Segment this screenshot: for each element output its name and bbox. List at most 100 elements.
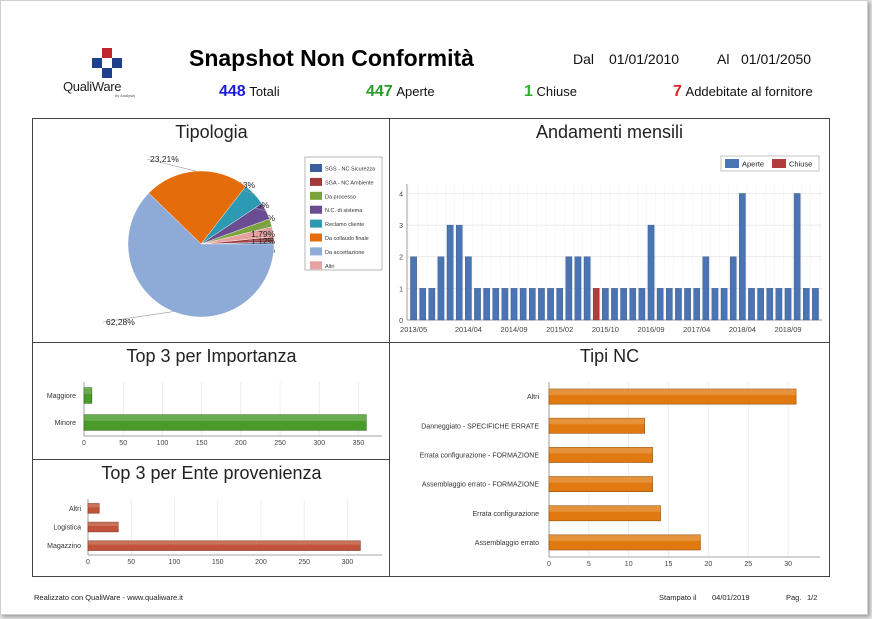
pie-legend-swatch <box>310 164 322 172</box>
pie-legend-label: SGA - NC Ambiente <box>325 180 374 186</box>
x-tick-label: 2017/04 <box>683 325 710 334</box>
bar-aperte <box>675 288 682 321</box>
bar-aperte <box>437 256 445 321</box>
x-tick-label: 5 <box>587 561 591 568</box>
x-tick-label: 20 <box>705 561 713 568</box>
importanza-title: Top 3 per Importanza <box>126 346 297 366</box>
x-tick-label: 2015/02 <box>546 325 573 334</box>
tipinc-chart: 0 5 10 15 20 25 30 Altri Danneggiato - SPECIFICH… <box>420 382 820 568</box>
importanza-chart: 0 50 100 150 200 250 300 350 Maggiore Minore <box>47 382 382 447</box>
tipologia-panel: Tipologia 0,45%1,12%2,23%1,79%3,79%5,13%… <box>32 118 391 344</box>
legend-label: Chiuse <box>789 160 812 169</box>
x-tick-label: 250 <box>298 559 310 566</box>
qualiware-logo: QualiWare by Analysis <box>61 47 151 99</box>
x-tick-label: 2018/04 <box>729 325 756 334</box>
pie-label: 1,12% <box>251 236 276 246</box>
bar <box>83 387 93 404</box>
bar-aperte <box>492 288 500 321</box>
x-tick-label: 2018/09 <box>774 325 801 334</box>
bar-aperte <box>501 288 509 321</box>
bar-aperte <box>510 288 518 321</box>
count-aperte-label: Aperte <box>396 84 435 99</box>
bar-aperte <box>720 288 728 321</box>
pie-leader-line <box>247 239 274 242</box>
category-label: Minore <box>55 420 77 427</box>
y-tick-label: 2 <box>399 255 403 262</box>
tipinc-panel: Tipi NC 0 5 10 15 20 25 30 Altri Danneggiato - S… <box>389 342 830 577</box>
category-label: Danneggiato - SPECIFICHE ERRATE <box>421 423 539 430</box>
bar-aperte <box>474 288 481 321</box>
x-tick-label: 50 <box>127 559 135 566</box>
pie-leader-line <box>102 311 174 323</box>
legend-label: Aperte <box>742 160 764 169</box>
date-from-label: Dal <box>573 51 595 67</box>
pie-legend-label: Da collaudo finale <box>325 236 369 242</box>
date-from-value: 01/01/2010 <box>609 51 680 67</box>
bar-aperte <box>446 224 454 321</box>
date-to-label: Al <box>717 51 730 67</box>
category-label: Assemblaggio errato - FORMAZIONE <box>422 482 539 489</box>
pie-legend-label: SGS - NC Sicurezza <box>325 167 376 173</box>
bar-aperte <box>793 193 801 321</box>
y-tick-label: 4 <box>399 191 403 198</box>
legend-swatch <box>725 159 739 168</box>
pie-legend-label: Da accettazione <box>325 250 364 256</box>
bar-aperte <box>465 256 472 321</box>
logo-subtext: by Analysis <box>115 93 136 98</box>
x-tick-label: 2015/10 <box>592 325 619 334</box>
x-tick-label: 200 <box>235 440 247 447</box>
x-tick-label: 300 <box>313 440 325 447</box>
bar-aperte <box>766 288 774 321</box>
bar <box>548 388 797 405</box>
legend-swatch <box>772 159 786 168</box>
count-aperte-value: 447 <box>366 83 393 100</box>
andamenti-title: Andamenti mensili <box>535 122 684 142</box>
bar-aperte <box>729 256 737 321</box>
bar-aperte <box>538 288 545 321</box>
count-totali: 448 Totali <box>219 83 280 101</box>
count-addebitate-label: Addebitate al fornitore <box>685 84 813 99</box>
pie-legend-swatch <box>310 261 322 270</box>
count-totali-label: Totali <box>249 84 280 99</box>
x-tick-label: 350 <box>353 440 365 447</box>
bar-chiuse <box>592 288 600 321</box>
footer-page-label: Pag. <box>786 593 802 602</box>
x-tick-label: 200 <box>255 559 267 566</box>
bar-highlight <box>84 414 367 421</box>
count-aperte: 447 Aperte <box>366 83 435 101</box>
x-tick-label: 15 <box>665 561 673 568</box>
page-title: Snapshot Non Conformità <box>189 45 474 71</box>
bar-aperte <box>656 288 664 321</box>
importanza-panel: Top 3 per Importanza 0 50 100 150 200 250 300 3… <box>32 342 391 461</box>
bar <box>87 521 119 533</box>
tipologia-chart: 0,45%1,12%2,23%1,79%3,79%5,13%23,21%62,2… <box>102 154 383 327</box>
bar-highlight <box>549 418 645 425</box>
bar <box>87 540 361 551</box>
bar-highlight <box>549 447 653 454</box>
pie-legend-label: N.C. di sistema <box>325 208 363 214</box>
bar-aperte <box>702 256 710 321</box>
bar-aperte <box>574 256 582 321</box>
y-tick-label: 3 <box>399 223 403 230</box>
pie-legend-swatch <box>310 205 322 214</box>
bar <box>548 534 701 551</box>
tipinc-title: Tipi NC <box>579 346 640 366</box>
pie-slice <box>127 192 275 318</box>
bar-highlight <box>84 387 92 394</box>
x-tick-label: 2014/09 <box>500 325 527 334</box>
pie-label: 1,79% <box>251 229 276 239</box>
andamenti-chart: 0 1 2 3 4 2013/05 2014/04 2014/09 2015/02 2015/10… <box>399 155 822 334</box>
bar-aperte <box>556 288 563 321</box>
bar-aperte <box>455 224 463 321</box>
x-tick-label: 2013/05 <box>400 325 427 334</box>
count-chiuse: 1 Chiuse <box>524 83 577 101</box>
category-label: Errata configurazione - FORMAZIONE <box>420 452 540 459</box>
pie-label: 62,28% <box>106 317 135 327</box>
count-addebitate-value: 7 <box>673 83 682 100</box>
x-tick-label: 300 <box>342 559 354 566</box>
pie-legend-swatch <box>310 233 322 242</box>
bar-aperte <box>647 224 655 321</box>
category-label: Errata configurazione <box>472 511 539 518</box>
x-tick-label: 250 <box>274 440 286 447</box>
bar-aperte <box>629 288 637 321</box>
